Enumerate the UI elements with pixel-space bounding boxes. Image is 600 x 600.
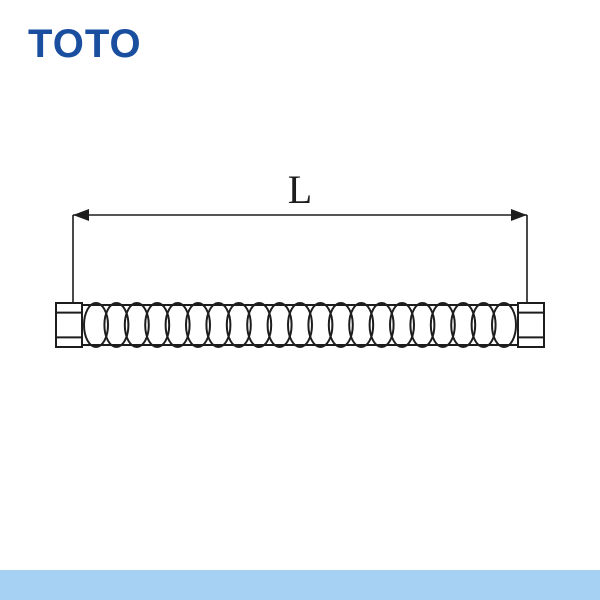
diagram-svg: L [50, 155, 550, 395]
connector-diagram: L [50, 155, 550, 395]
footer-stripe [0, 570, 600, 600]
dimension-label: L [288, 167, 312, 212]
brand-logo: TOTO [28, 22, 142, 67]
